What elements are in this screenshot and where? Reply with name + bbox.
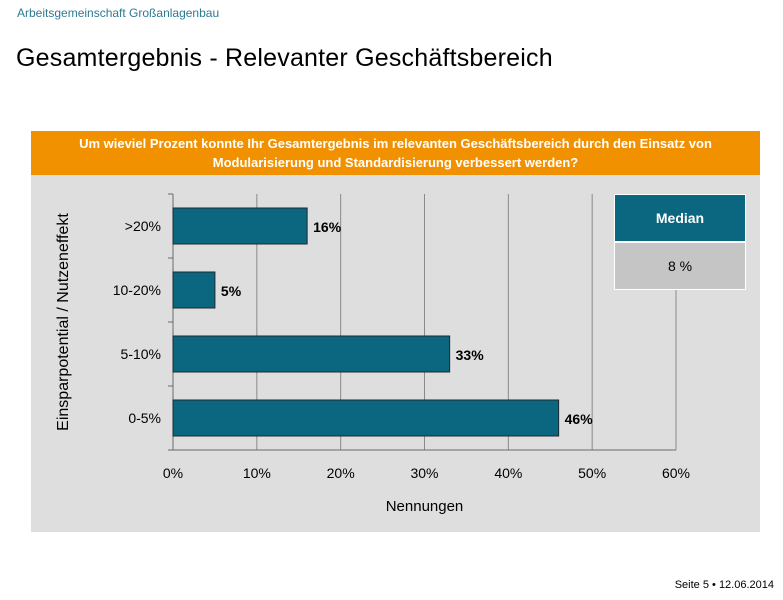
footer-date: 12.06.2014 [718,579,774,591]
y-axis-title: Einsparpotential / Nutzeneffekt [55,213,72,431]
footer-separator: • [712,579,716,591]
x-tick-label: 20% [327,465,355,481]
category-label: 0-5% [128,410,161,426]
category-label: 5-10% [121,346,161,362]
x-tick-label: 60% [662,465,690,481]
x-tick-label: 0% [163,465,183,481]
data-label: 33% [456,347,485,363]
category-label: 10-20% [113,282,161,298]
organization-name: Arbeitsgemeinschaft Großanlagenbau [17,6,220,20]
data-label: 16% [313,219,342,235]
category-label: >20% [125,218,161,234]
x-tick-label: 10% [243,465,271,481]
data-label: 5% [221,283,242,299]
x-tick-label: 30% [410,465,438,481]
median-header: Median [614,194,746,242]
median-value: 8 % [614,242,746,290]
question-banner: Um wieviel Prozent konnte Ihr Gesamterge… [31,131,760,175]
footer: Seite 5 • 12.06.2014 [675,579,774,591]
x-tick-label: 50% [578,465,606,481]
x-axis-title: Nennungen [386,498,464,515]
bar-0-5 [172,399,560,437]
page-number: Seite 5 [674,579,709,591]
page-title: Gesamtergebnis - Relevanter Geschäftsber… [16,44,553,72]
bar-10-20 [172,271,216,309]
bar-5-10 [172,335,451,373]
bar-20 [172,207,308,245]
x-tick-label: 40% [494,465,522,481]
data-label: 46% [565,411,594,427]
